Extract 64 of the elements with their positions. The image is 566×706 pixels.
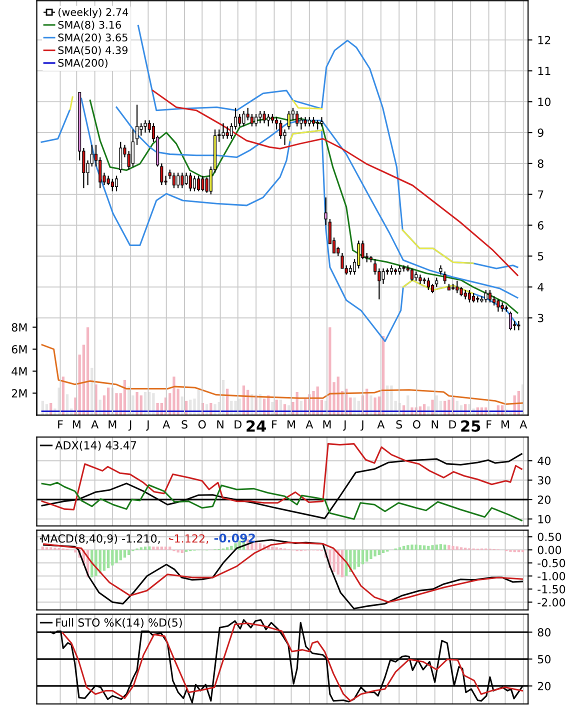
legend-label: ADX(14) 43.47 xyxy=(55,440,136,451)
y-tick-label: 9 xyxy=(538,128,544,137)
y-tick-label: 20 xyxy=(538,682,551,690)
y-tick-label: 8M xyxy=(12,323,27,332)
x-tick-label: S xyxy=(396,420,402,429)
x-tick-label: 25 xyxy=(461,420,480,432)
x-tick-label: M xyxy=(72,420,80,428)
y-tick-label: -2.00 xyxy=(538,598,566,607)
x-tick-label: D xyxy=(449,420,456,428)
y-tick-label: 50 xyxy=(538,655,551,664)
x-tick-label: O xyxy=(412,420,420,429)
y-tick-label: 20 xyxy=(538,496,551,504)
x-tick-label: A xyxy=(520,420,528,428)
y-tick-label: -0.50 xyxy=(538,558,566,568)
x-tick-label: N xyxy=(432,420,438,428)
x-tick-label: M xyxy=(288,420,295,428)
legend-label: MACD(8,40,9) -1.210, xyxy=(42,534,160,544)
y-tick-label: 0.50 xyxy=(538,532,562,542)
x-tick-label: 24 xyxy=(246,420,266,432)
y-tick-label: -1.50 xyxy=(538,585,566,594)
x-tick-label: F xyxy=(58,420,63,428)
y-tick-label: 4M xyxy=(12,367,27,376)
y-tick-label: 6 xyxy=(538,221,544,230)
x-tick-label: J xyxy=(342,420,346,431)
y-tick-label: 6M xyxy=(12,345,27,354)
x-tick-label: S xyxy=(182,420,188,429)
x-tick-label: F xyxy=(486,420,492,428)
x-tick-label: M xyxy=(108,420,116,428)
legend-label: SMA(20) 3.65 xyxy=(58,33,128,43)
legend-label: -1.122, xyxy=(170,534,208,544)
y-tick-label: 10 xyxy=(538,514,551,524)
legend-label: (weekly) 2.74 xyxy=(58,8,128,18)
y-tick-label: 40 xyxy=(538,456,551,466)
x-tick-label: J xyxy=(360,420,364,431)
y-tick-label: 30 xyxy=(538,476,551,485)
y-tick-label: 3 xyxy=(538,314,544,322)
x-tick-label: J xyxy=(146,420,149,431)
y-tick-label: 8 xyxy=(538,159,544,168)
y-tick-label: 11 xyxy=(538,66,550,76)
x-tick-label: A xyxy=(377,420,385,428)
x-tick-label: O xyxy=(198,420,206,429)
y-tick-label: 2M xyxy=(12,389,27,398)
x-tick-label: A xyxy=(91,420,99,428)
y-tick-label: 5 xyxy=(538,252,544,260)
legend-label: SMA(200) xyxy=(58,58,108,68)
x-tick-label: N xyxy=(217,420,224,428)
y-tick-label: -1.00 xyxy=(538,572,566,580)
y-tick-label: 7 xyxy=(538,190,544,199)
legend-label: Full STO %K(14) %D(5) xyxy=(56,618,182,628)
y-tick-label: 80 xyxy=(538,628,551,637)
y-tick-label: 10 xyxy=(538,98,551,106)
x-tick-label: F xyxy=(272,420,277,428)
x-tick-label: J xyxy=(128,420,132,431)
x-tick-label: A xyxy=(162,420,170,428)
annotation: -0.092 xyxy=(214,534,255,543)
x-tick-label: A xyxy=(306,420,314,428)
x-tick-label: M xyxy=(323,420,331,428)
legend-label: SMA(8) 3.16 xyxy=(58,20,121,30)
x-tick-label: M xyxy=(502,420,509,428)
y-tick-label: 4 xyxy=(538,283,544,292)
y-tick-label: 0.00 xyxy=(538,546,562,554)
x-tick-label: D xyxy=(234,420,242,428)
legend-label: SMA(50) 4.39 xyxy=(58,46,128,56)
y-tick-label: 12 xyxy=(538,36,550,44)
